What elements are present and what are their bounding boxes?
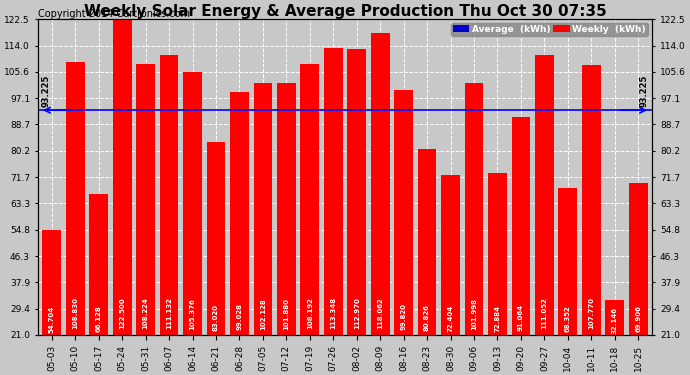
Text: 111.132: 111.132 <box>166 297 172 329</box>
Text: 108.192: 108.192 <box>307 297 313 329</box>
Text: Copyright 2014 Cartronics.com: Copyright 2014 Cartronics.com <box>38 9 190 18</box>
Text: 72.884: 72.884 <box>495 304 500 332</box>
Bar <box>347 49 366 335</box>
Text: 102.128: 102.128 <box>260 298 266 330</box>
Bar <box>253 82 273 335</box>
Bar <box>66 62 85 335</box>
Bar <box>277 83 296 335</box>
Text: 101.880: 101.880 <box>284 298 289 330</box>
Text: 111.052: 111.052 <box>542 297 547 329</box>
Text: 80.826: 80.826 <box>424 304 430 331</box>
Bar <box>629 183 648 335</box>
Text: 99.028: 99.028 <box>237 303 242 330</box>
Text: 68.352: 68.352 <box>565 305 571 332</box>
Bar <box>582 65 601 335</box>
Text: 107.770: 107.770 <box>589 297 594 330</box>
Bar <box>112 19 132 335</box>
Bar <box>136 64 155 335</box>
Text: 105.376: 105.376 <box>190 298 195 330</box>
Bar <box>230 92 249 335</box>
Text: 99.820: 99.820 <box>401 303 406 330</box>
Bar <box>464 83 484 335</box>
Text: 108.830: 108.830 <box>72 297 78 329</box>
Bar <box>42 230 61 335</box>
Bar <box>394 90 413 335</box>
Text: 93.225: 93.225 <box>41 75 50 107</box>
Bar <box>324 48 343 335</box>
Bar <box>441 175 460 335</box>
Bar <box>183 72 202 335</box>
Text: 101.998: 101.998 <box>471 298 477 330</box>
Text: 112.970: 112.970 <box>354 297 359 329</box>
Text: 72.404: 72.404 <box>448 304 453 332</box>
Text: 69.906: 69.906 <box>635 305 641 332</box>
Text: 83.020: 83.020 <box>213 304 219 331</box>
Text: 108.224: 108.224 <box>143 297 148 329</box>
Text: 32.146: 32.146 <box>612 307 618 334</box>
Bar <box>488 174 507 335</box>
Bar <box>300 64 319 335</box>
Bar <box>89 195 108 335</box>
Text: 93.225: 93.225 <box>640 75 649 107</box>
Text: 54.704: 54.704 <box>49 306 55 333</box>
Text: 122.500: 122.500 <box>119 297 125 328</box>
Bar <box>159 54 179 335</box>
Text: 118.062: 118.062 <box>377 297 383 329</box>
Legend: Average  (kWh), Weekly  (kWh): Average (kWh), Weekly (kWh) <box>451 23 648 36</box>
Title: Weekly Solar Energy & Average Production Thu Oct 30 07:35: Weekly Solar Energy & Average Production… <box>83 4 607 19</box>
Text: 113.348: 113.348 <box>331 297 336 329</box>
Bar <box>206 142 226 335</box>
Bar <box>371 33 390 335</box>
Text: 91.064: 91.064 <box>518 303 524 330</box>
Bar <box>511 117 531 335</box>
Bar <box>417 149 437 335</box>
Bar <box>535 55 554 335</box>
Bar <box>558 188 578 335</box>
Bar <box>605 300 624 335</box>
Text: 66.128: 66.128 <box>96 305 101 332</box>
